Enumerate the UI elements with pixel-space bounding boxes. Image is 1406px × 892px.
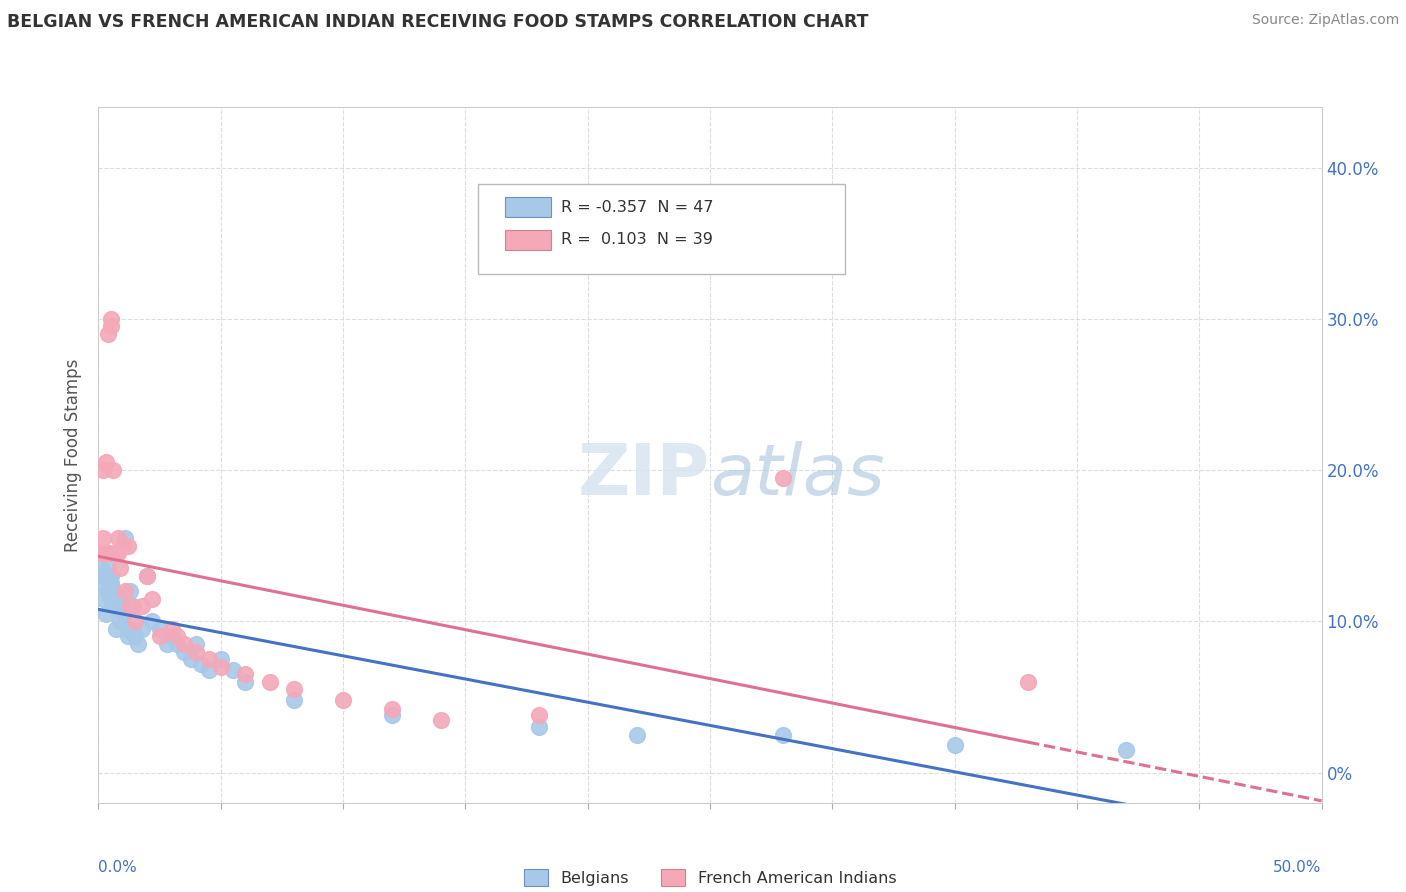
Point (94, 546, 117, 560)
Point (209, 659, 232, 673)
Point (107, 599, 129, 614)
Point (381, 702, 404, 716)
Text: atlas: atlas (710, 442, 884, 510)
Point (100, 311, 122, 326)
Point (772, 728, 794, 742)
Point (156, 637, 179, 651)
Point (111, 539, 134, 553)
Point (186, 637, 208, 651)
Point (121, 599, 143, 614)
Point (124, 629, 146, 643)
Point (107, 546, 129, 560)
Text: BELGIAN VS FRENCH AMERICAN INDIAN RECEIVING FOOD STAMPS CORRELATION CHART: BELGIAN VS FRENCH AMERICAN INDIAN RECEIV… (7, 13, 869, 31)
Point (90, 576, 112, 591)
Point (101, 546, 124, 560)
Point (626, 728, 648, 742)
Point (233, 674, 256, 689)
Point (91, 569, 114, 583)
Point (209, 652, 232, 666)
Point (233, 667, 256, 681)
Text: 50.0%: 50.0% (1274, 860, 1322, 875)
Point (186, 644, 208, 658)
Point (1017, 674, 1039, 689)
FancyBboxPatch shape (505, 230, 551, 250)
Point (160, 629, 183, 643)
Point (91, 591, 114, 606)
Point (100, 591, 122, 606)
Point (120, 599, 142, 614)
Point (91, 463, 114, 477)
Point (94, 607, 117, 621)
Point (97, 561, 120, 575)
Point (124, 615, 146, 629)
Point (197, 663, 219, 677)
Point (772, 470, 794, 484)
Point (136, 569, 159, 583)
Point (110, 615, 132, 629)
Point (101, 599, 124, 614)
Point (111, 607, 134, 621)
Point (110, 561, 132, 575)
Point (107, 591, 129, 606)
Point (117, 539, 139, 553)
Point (127, 637, 149, 651)
Point (943, 739, 966, 753)
Point (180, 652, 202, 666)
Text: R = -0.357  N = 47: R = -0.357 N = 47 (561, 200, 713, 215)
Point (381, 708, 404, 723)
Point (149, 629, 172, 643)
Point (430, 713, 453, 727)
Point (120, 584, 142, 599)
Point (101, 584, 124, 599)
Point (173, 637, 195, 651)
Point (332, 693, 354, 707)
Text: R =  0.103  N = 39: R = 0.103 N = 39 (561, 233, 713, 247)
Point (97, 584, 120, 599)
Y-axis label: Receiving Food Stamps: Receiving Food Stamps (65, 359, 83, 551)
Point (117, 622, 139, 636)
Point (94, 455, 117, 469)
Point (100, 569, 122, 583)
Point (107, 531, 129, 545)
Point (1115, 743, 1137, 757)
Point (141, 615, 163, 629)
Point (149, 622, 172, 636)
FancyBboxPatch shape (478, 184, 845, 274)
Point (100, 576, 122, 591)
Point (117, 629, 139, 643)
Point (97, 326, 120, 341)
Point (173, 644, 195, 658)
Point (141, 591, 163, 606)
Point (90, 546, 112, 560)
Point (283, 682, 305, 697)
Point (101, 463, 124, 477)
Point (91, 531, 114, 545)
Point (197, 652, 219, 666)
Point (527, 720, 550, 734)
Text: Source: ZipAtlas.com: Source: ZipAtlas.com (1251, 13, 1399, 28)
Point (136, 569, 159, 583)
Point (104, 622, 127, 636)
Point (283, 693, 305, 707)
Point (190, 657, 212, 671)
Point (259, 674, 281, 689)
Point (166, 629, 188, 643)
Point (94, 546, 117, 560)
Point (97, 546, 120, 560)
Point (104, 546, 127, 560)
Point (90, 561, 112, 575)
Point (166, 637, 188, 651)
Point (131, 622, 153, 636)
Point (222, 663, 245, 677)
FancyBboxPatch shape (505, 197, 551, 217)
Point (114, 584, 136, 599)
Point (160, 622, 183, 636)
Point (100, 319, 122, 334)
Text: ZIP: ZIP (578, 442, 710, 510)
Point (131, 599, 153, 614)
Legend: Belgians, French American Indians: Belgians, French American Indians (517, 863, 903, 892)
Text: 0.0%: 0.0% (98, 860, 138, 875)
Point (114, 531, 136, 545)
Point (527, 708, 550, 723)
